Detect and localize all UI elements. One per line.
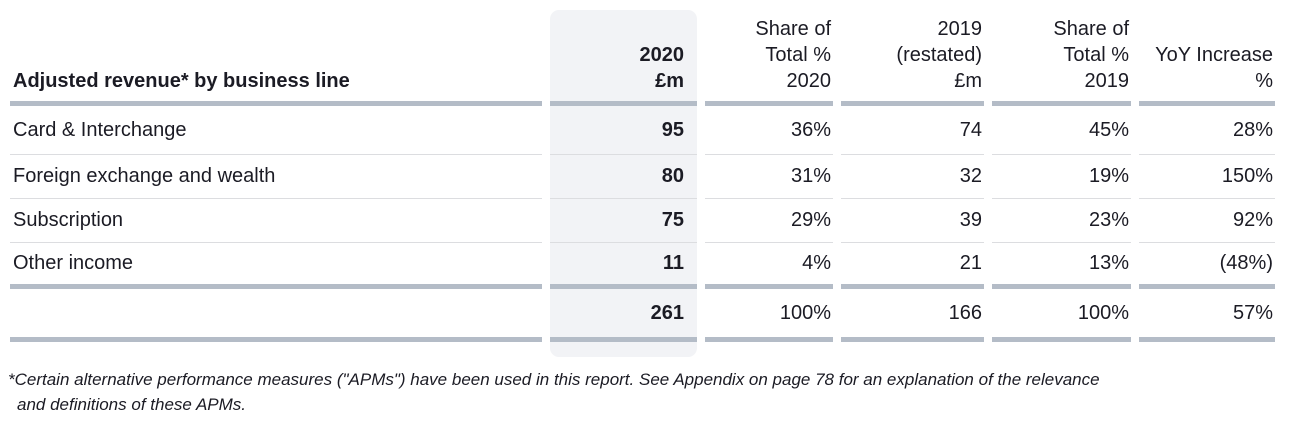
cell-2020: 95 [550,106,697,155]
row-label: Card & Interchange [10,106,542,155]
cell-2019: 21 [841,243,984,289]
cell-share-2020: 4% [705,243,833,289]
cell-share-2020: 36% [705,106,833,155]
cell-2019: 39 [841,199,984,243]
total-share-2020: 100% [705,289,833,342]
total-row-label [10,289,542,342]
row-label: Foreign exchange and wealth [10,155,542,199]
cell-share-2019: 45% [992,106,1131,155]
cell-share-2019: 13% [992,243,1131,289]
table-row: Other income 11 4% 21 13% (48%) [10,243,1275,289]
cell-2020: 11 [550,243,697,289]
table-row: Foreign exchange and wealth 80 31% 32 19… [10,155,1275,199]
total-yoy-increase: 57% [1139,289,1275,342]
cell-yoy-increase: 92% [1139,199,1275,243]
column-header-business-line: Adjusted revenue* by business line [10,0,542,106]
cell-yoy-increase: 28% [1139,106,1275,155]
total-row: 261 100% 166 100% 57% [10,289,1275,342]
adjusted-revenue-table: Adjusted revenue* by business line 2020 … [2,0,1283,342]
cell-share-2019: 19% [992,155,1131,199]
cell-2019: 74 [841,106,984,155]
cell-yoy-increase: 150% [1139,155,1275,199]
highlight-2020-column [550,10,697,357]
total-2020: 261 [550,289,697,342]
table-row: Card & Interchange 95 36% 74 45% 28% [10,106,1275,155]
row-label: Subscription [10,199,542,243]
column-header-2019-restated: 2019 (restated) £m [841,0,984,106]
column-header-yoy-increase: YoY Increase % [1139,0,1275,106]
cell-2020: 80 [550,155,697,199]
cell-share-2019: 23% [992,199,1131,243]
table-row: Subscription 75 29% 39 23% 92% [10,199,1275,243]
cell-2020: 75 [550,199,697,243]
column-header-2020: 2020 £m [550,0,697,106]
footnote-text: *Certain alternative performance measure… [8,370,1100,414]
total-share-2019: 100% [992,289,1131,342]
cell-yoy-increase: (48%) [1139,243,1275,289]
cell-2019: 32 [841,155,984,199]
cell-share-2020: 31% [705,155,833,199]
column-header-share-2019: Share of Total % 2019 [992,0,1131,106]
row-label: Other income [10,243,542,289]
total-2019: 166 [841,289,984,342]
header-row: Adjusted revenue* by business line 2020 … [10,0,1275,106]
cell-share-2020: 29% [705,199,833,243]
column-header-share-2020: Share of Total % 2020 [705,0,833,106]
